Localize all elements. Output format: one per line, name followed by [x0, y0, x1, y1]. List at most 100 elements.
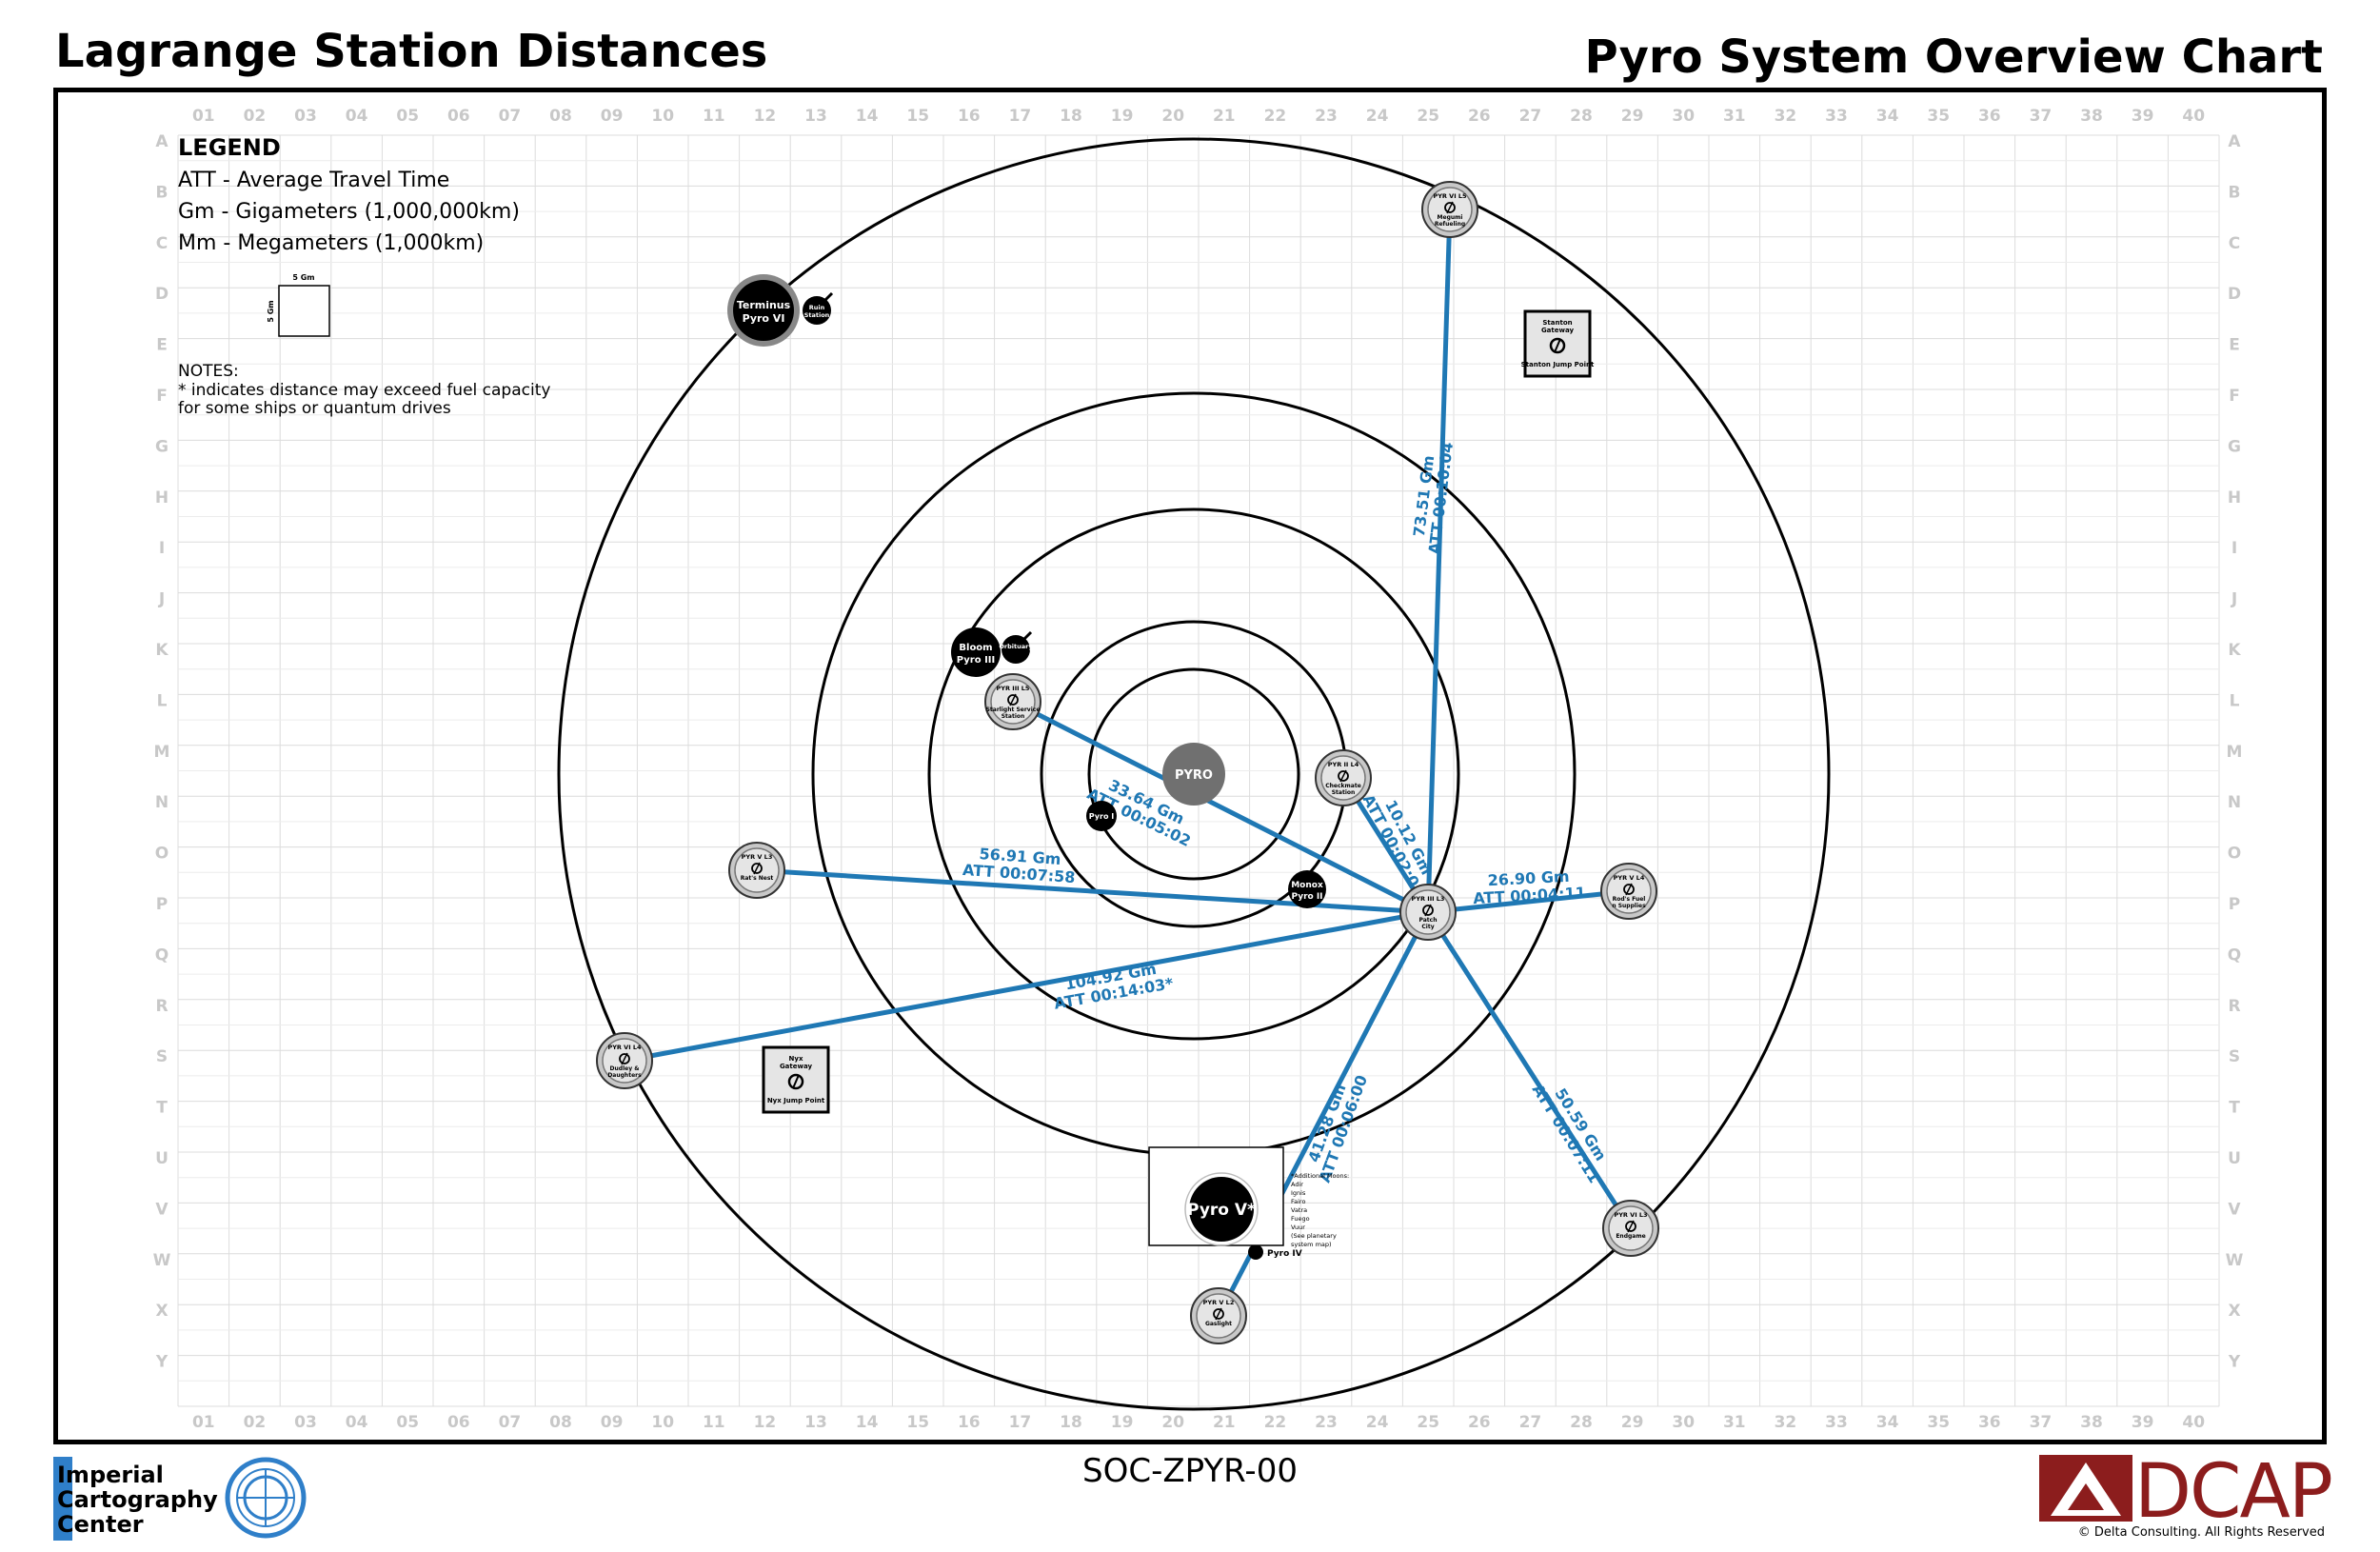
grid-column-label: 40: [2182, 1413, 2205, 1432]
planet-icon: [1248, 1244, 1263, 1260]
jump-point-label: Nyx: [789, 1055, 803, 1063]
station-code: PYR VI L5: [1433, 192, 1467, 200]
station-code: PYR III L3: [1412, 895, 1445, 903]
station-code: PYR VI L4: [607, 1044, 642, 1051]
station-code: PYR V L3: [742, 853, 773, 861]
station-glyph: [1446, 201, 1454, 214]
outpost-label: Orbituary: [999, 643, 1033, 650]
grid-row-label: Q: [155, 945, 169, 965]
grid-row-label: V: [2228, 1200, 2241, 1219]
grid-row-label: X: [2228, 1302, 2240, 1321]
grid-row-label: O: [155, 845, 169, 864]
grid-column-label: 06: [447, 1413, 470, 1432]
inset-note: (See planetary: [1291, 1232, 1337, 1240]
orbit-ring: [927, 507, 1460, 1041]
station-ring: [1427, 187, 1473, 232]
planet-label: Pyro IV: [1267, 1249, 1302, 1259]
grid-row-label: D: [155, 285, 169, 304]
planet-label: Terminus: [737, 299, 791, 311]
grid-column-label: 37: [2030, 107, 2053, 126]
grid-column-label: 08: [549, 107, 572, 126]
chart-code: SOC-ZPYR-00: [1082, 1452, 1298, 1490]
legend-title: LEGEND: [178, 134, 281, 161]
grid-column-label: 32: [1775, 1413, 1797, 1432]
grid-row-label: R: [2228, 997, 2240, 1016]
grid-column-label: 38: [2080, 1413, 2103, 1432]
station-glyph: [751, 863, 763, 874]
grid-column-label: 23: [1315, 107, 1338, 126]
grid-column-label: 13: [804, 107, 827, 126]
inset-note: Adir: [1291, 1181, 1303, 1188]
grid-row-label: L: [157, 691, 168, 710]
grid-column-label: 22: [1264, 1413, 1287, 1432]
inset-note: Vuur: [1291, 1224, 1305, 1231]
station-name: Refueling: [1435, 221, 1465, 228]
inset-note: system map): [1291, 1241, 1332, 1248]
grid-row-label: P: [2229, 895, 2240, 914]
grid-column-label: 09: [601, 107, 624, 126]
planet-icon: [1189, 1177, 1254, 1242]
planet-icon: [951, 627, 1001, 677]
inset-note: Fairo: [1291, 1198, 1305, 1205]
grid-column-label: 34: [1876, 107, 1899, 126]
grid-row-label: N: [2228, 793, 2241, 812]
grid-column-label: 03: [294, 107, 317, 126]
grid-column-label: 02: [244, 107, 267, 126]
inset-note: *Additional Moons:: [1291, 1172, 1349, 1180]
inset-note: Fuego: [1291, 1215, 1310, 1223]
grid-row-label: H: [2228, 488, 2241, 507]
grid-row-label: J: [2231, 590, 2237, 609]
station-glyph: [1007, 694, 1019, 706]
station-code: PYR V L2: [1203, 1299, 1235, 1306]
station-ring: [1608, 1205, 1654, 1251]
icc-logo-line: Center: [57, 1511, 144, 1538]
grid-column-label: 01: [192, 107, 215, 126]
grid-column-label: 26: [1468, 107, 1491, 126]
station-ring: [990, 679, 1036, 725]
planet-label: Pyro VI: [743, 312, 785, 325]
grid-column-label: 13: [804, 1413, 827, 1432]
grid-column-label: 24: [1366, 107, 1389, 126]
grid-column-label: 29: [1621, 1413, 1644, 1432]
route-distance: 26.90 Gm: [1487, 867, 1570, 889]
grid-column-label: 33: [1825, 1413, 1848, 1432]
copyright-text: Delta Consulting. All Rights Reserved: [2093, 1525, 2325, 1540]
grid-column-label: 11: [703, 1413, 725, 1432]
grid-column-label: 02: [244, 1413, 267, 1432]
grid-row-label: B: [2229, 183, 2241, 202]
planet-label: Pyro III: [957, 655, 995, 666]
grid-row-label: F: [156, 387, 168, 406]
outpost-label: Ruin: [809, 304, 825, 311]
grid-row-label: B: [156, 183, 169, 202]
note-line: for some ships or quantum drives: [178, 399, 451, 418]
grid-column-label: 08: [549, 1413, 572, 1432]
grid-column-label: 22: [1264, 107, 1287, 126]
scale-label-side: 5 Gm: [267, 300, 275, 322]
copyright: © Delta Consulting. All Rights Reserved: [2077, 1525, 2325, 1540]
grid-column-label: 37: [2030, 1413, 2053, 1432]
grid-row-label: E: [2229, 336, 2240, 355]
grid-row-label: T: [156, 1099, 168, 1118]
notes-title: NOTES:: [178, 362, 239, 381]
legend-line: ATT - Average Travel Time: [178, 169, 449, 192]
station-glyph: [1627, 1220, 1635, 1233]
outpost-marker: [823, 291, 834, 303]
route-line: [1011, 699, 1430, 915]
station-code: PYR III L5: [997, 685, 1030, 692]
note-line: * indicates distance may exceed fuel cap…: [178, 381, 550, 400]
grid-column-label: 29: [1621, 107, 1644, 126]
planet-icon: [1086, 801, 1117, 831]
grid-row-label: E: [156, 336, 168, 355]
jump-point-label: Gateway: [1541, 327, 1575, 334]
grid-row-label: N: [155, 793, 169, 812]
planet-label: Pyro I: [1089, 812, 1114, 821]
legend: LEGEND ATT - Average Travel Time Gm - Gi…: [178, 134, 550, 418]
grid-row-label: T: [2229, 1099, 2240, 1118]
grid-column-label: 19: [1111, 107, 1134, 126]
planet-halo: [1184, 1172, 1259, 1246]
grid-column-label: 12: [754, 107, 777, 126]
grid-column-label: 09: [601, 1413, 624, 1432]
jump-glyph: [1549, 337, 1566, 354]
